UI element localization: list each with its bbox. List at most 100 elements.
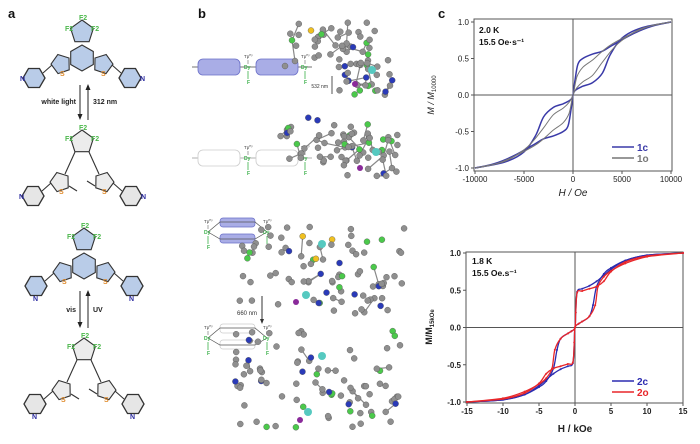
atom bbox=[314, 144, 322, 152]
atom bbox=[338, 153, 345, 161]
y-axis-label: M / M10000 bbox=[426, 75, 438, 115]
sulfur-label: S bbox=[59, 189, 64, 196]
atom bbox=[363, 19, 370, 26]
atom bbox=[345, 143, 352, 151]
atom bbox=[293, 380, 300, 387]
atom bbox=[328, 277, 336, 285]
atom bbox=[316, 153, 324, 160]
atom bbox=[315, 52, 322, 59]
fluorine-label: F2 bbox=[93, 344, 101, 351]
atom bbox=[395, 393, 402, 400]
atom bbox=[237, 420, 244, 428]
atom bbox=[292, 42, 300, 49]
photoswitch-arrows-bottom: vis UV bbox=[66, 290, 103, 328]
atom bbox=[374, 63, 381, 70]
arrow-label-uv: UV bbox=[93, 307, 103, 314]
atom bbox=[377, 302, 384, 310]
atom bbox=[351, 355, 358, 362]
fluorine-label: F2 bbox=[91, 26, 99, 33]
thiophene-ring-left bbox=[49, 171, 69, 193]
sulfur-label: S bbox=[62, 279, 67, 286]
nitrogen-label: N bbox=[130, 414, 135, 421]
atom bbox=[382, 408, 389, 416]
bond bbox=[291, 40, 296, 62]
pyridine-ring-left bbox=[21, 185, 45, 207]
nitrogen-label: N bbox=[33, 296, 38, 303]
bond bbox=[111, 64, 122, 74]
nitrogen-label: N bbox=[20, 76, 25, 83]
legend-label-2c: 2c bbox=[637, 377, 649, 388]
bond bbox=[112, 182, 123, 192]
atom bbox=[287, 30, 294, 37]
bond bbox=[64, 151, 76, 175]
x-axis-label: H / kOe bbox=[558, 424, 593, 435]
metal-atom bbox=[318, 352, 326, 360]
atom bbox=[293, 396, 300, 404]
data-point-2o bbox=[581, 320, 584, 323]
data-point-2c bbox=[602, 272, 605, 275]
atom bbox=[351, 291, 358, 298]
x-tick-label: 10 bbox=[643, 407, 652, 416]
atom bbox=[358, 306, 365, 313]
data-point-2o bbox=[597, 285, 599, 288]
atom bbox=[277, 132, 284, 140]
fluorine-label: F2 bbox=[91, 136, 99, 143]
data-point-2o bbox=[570, 330, 573, 333]
data-point-2o bbox=[581, 290, 584, 292]
data-point-2o bbox=[545, 377, 548, 380]
x-tick-label: 10000 bbox=[660, 175, 683, 184]
metal-atom bbox=[297, 417, 303, 423]
atom bbox=[394, 141, 401, 149]
data-point-2o bbox=[559, 337, 562, 340]
atom bbox=[344, 19, 351, 26]
atom bbox=[281, 62, 289, 70]
atom bbox=[245, 336, 253, 344]
atom bbox=[344, 171, 351, 179]
open-form-molecule-3py: F2 F2 F2 S S N N bbox=[23, 333, 145, 421]
data-point-2o bbox=[559, 365, 562, 368]
atom bbox=[330, 307, 338, 314]
atom bbox=[250, 243, 258, 250]
irradiation-arrow-532: 532 nm bbox=[311, 76, 333, 94]
atom bbox=[351, 310, 359, 317]
atom bbox=[392, 151, 399, 159]
fluorine-label: F2 bbox=[79, 15, 87, 22]
metal-atom bbox=[372, 148, 380, 156]
atom bbox=[331, 121, 338, 129]
atom bbox=[257, 367, 264, 374]
dy-label: Dy bbox=[244, 156, 251, 162]
atom bbox=[337, 392, 345, 399]
atom bbox=[267, 232, 274, 239]
atom bbox=[243, 362, 250, 369]
bridge-line bbox=[207, 327, 268, 339]
x-tick-label: -10000 bbox=[463, 175, 488, 184]
photochromic-unit-box bbox=[197, 58, 241, 76]
central-hexagon-ring bbox=[70, 44, 94, 72]
atom bbox=[321, 139, 328, 147]
metal-atom bbox=[368, 66, 376, 74]
atom bbox=[366, 36, 373, 43]
pyridine-ring-right bbox=[120, 275, 144, 297]
atom bbox=[385, 136, 392, 144]
atom bbox=[400, 225, 408, 232]
data-point-2o bbox=[624, 260, 627, 263]
photochromic-unit-box bbox=[197, 149, 241, 167]
atom bbox=[357, 409, 364, 417]
atom bbox=[265, 243, 272, 251]
atom bbox=[360, 292, 367, 299]
atom bbox=[240, 371, 248, 378]
tp-label: TpPy bbox=[244, 53, 253, 59]
methyl-bond bbox=[68, 185, 78, 192]
atom bbox=[373, 71, 380, 79]
data-point-2c bbox=[538, 386, 540, 389]
atom bbox=[378, 295, 386, 302]
bond bbox=[66, 359, 78, 383]
atom bbox=[320, 157, 327, 164]
atom bbox=[232, 361, 239, 368]
atom bbox=[248, 329, 256, 336]
data-point-2c bbox=[595, 280, 598, 283]
atom bbox=[300, 278, 307, 285]
f-label: F bbox=[247, 171, 250, 177]
pyridine-ring-right bbox=[118, 67, 142, 89]
